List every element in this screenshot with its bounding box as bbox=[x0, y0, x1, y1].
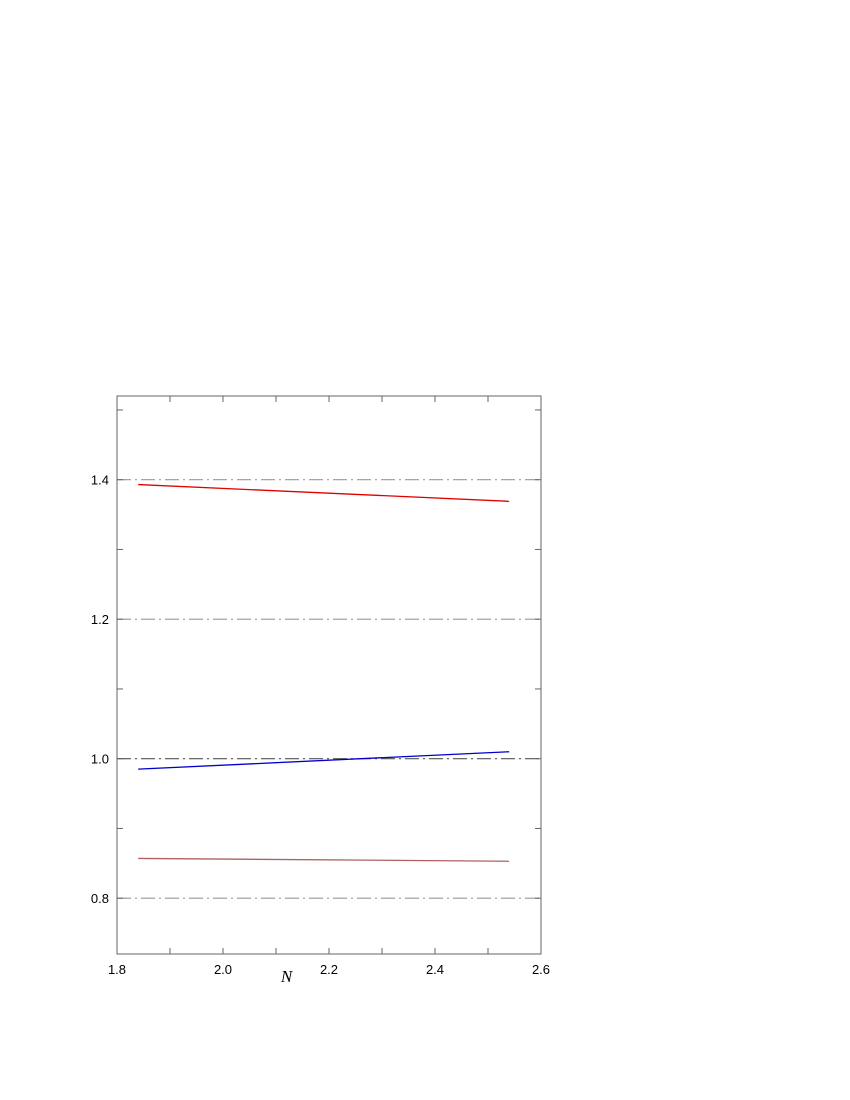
y-tick-label: 1.0 bbox=[91, 752, 109, 767]
x-tick-label: 2.0 bbox=[214, 962, 232, 977]
plot-frame bbox=[116, 395, 542, 955]
x-axis-title: N bbox=[280, 967, 294, 986]
series-line-0 bbox=[138, 483, 510, 502]
y-tick-label: 0.8 bbox=[91, 891, 109, 906]
x-tick-label: 2.4 bbox=[426, 962, 444, 977]
x-tick-label: 2.2 bbox=[320, 962, 338, 977]
tick-labels: 1.8 2.0 2.2 2.4 2.6 0.8 1.0 1.2 1.4 bbox=[91, 473, 550, 977]
series-line-2 bbox=[138, 857, 510, 862]
y-tick-label: 1.4 bbox=[91, 473, 109, 488]
series-layer bbox=[138, 483, 510, 862]
x-tick-label: 1.8 bbox=[108, 962, 126, 977]
series-line-1 bbox=[138, 751, 510, 770]
y-tick-label: 1.2 bbox=[91, 612, 109, 627]
x-tick-label: 2.6 bbox=[532, 962, 550, 977]
reference-lines bbox=[117, 479, 541, 899]
